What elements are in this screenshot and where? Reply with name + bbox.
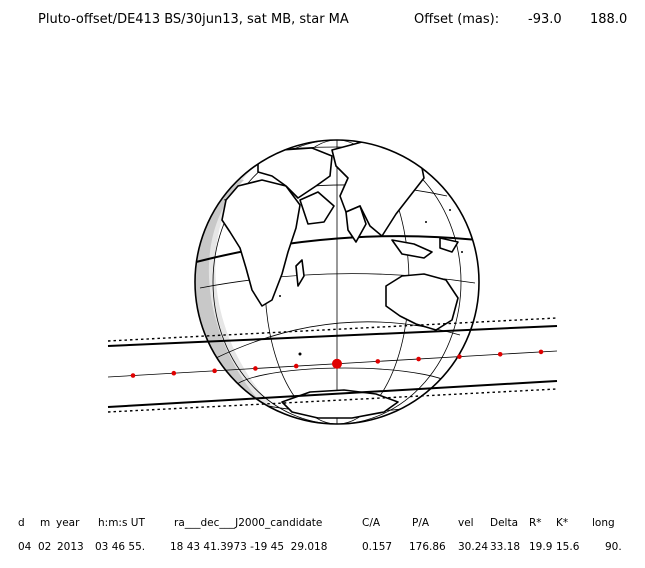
offset-ra-value: -93.0 xyxy=(528,12,562,27)
track-marker xyxy=(130,373,136,378)
track-marker xyxy=(538,349,544,355)
header-year: year xyxy=(56,517,80,529)
value-day: 04 xyxy=(18,541,32,553)
value-year: 2013 xyxy=(57,541,84,553)
arabia-outline xyxy=(299,191,335,225)
header-kstar: K* xyxy=(556,517,569,529)
island-dots xyxy=(279,209,463,356)
globe-limb xyxy=(194,139,480,425)
south-error-limit xyxy=(107,388,558,413)
continents xyxy=(221,141,459,419)
plot-title: Pluto-offset/DE413 BS/30jun13, sat MB, s… xyxy=(38,12,349,27)
track-marker xyxy=(171,370,177,376)
value-vel: 30.24 xyxy=(458,541,489,553)
value-month: 02 xyxy=(38,541,52,553)
track-marker xyxy=(497,351,503,357)
track-marker xyxy=(457,354,462,359)
offset-dec-value: 188.0 xyxy=(590,12,628,27)
track-marker xyxy=(375,359,381,364)
south-shadow-limit xyxy=(107,380,558,408)
track-marker xyxy=(212,368,217,374)
track-marker xyxy=(416,356,421,362)
value-ca: 0.157 xyxy=(362,541,393,553)
header-day: d xyxy=(18,517,25,529)
header-ca: C/A xyxy=(362,517,381,529)
india-outline xyxy=(345,205,367,243)
offset-label: Offset (mas): xyxy=(414,12,500,27)
header-rstar: R* xyxy=(529,517,542,529)
plot-header: Pluto-offset/DE413 BS/30jun13, sat MB, s… xyxy=(0,12,645,32)
closest-approach-marker xyxy=(332,358,342,369)
track-marker xyxy=(293,363,299,369)
value-rstar: 19.9 xyxy=(529,541,553,553)
value-delta: 33.18 xyxy=(490,541,521,553)
madagascar-outline xyxy=(295,259,305,287)
shadow-path xyxy=(107,317,558,413)
header-vel: vel xyxy=(458,517,474,529)
header-long: long xyxy=(592,517,615,529)
header-time: h:m:s UT xyxy=(98,517,145,529)
value-long: 90. xyxy=(605,541,622,553)
africa-outline xyxy=(221,179,301,307)
antarctica-outline xyxy=(281,389,399,419)
track-markers xyxy=(130,349,544,378)
table-header-row: d m year h:m:s UT ra___dec___J2000_candi… xyxy=(0,517,645,533)
value-pa: 176.86 xyxy=(409,541,446,553)
indonesia-outline xyxy=(391,239,433,259)
north-shadow-limit xyxy=(107,325,558,347)
value-kstar: 15.6 xyxy=(556,541,580,553)
value-time: 03 46 55. xyxy=(95,541,146,553)
header-delta: Delta xyxy=(490,517,519,529)
header-pa: P/A xyxy=(412,517,430,529)
header-month: m xyxy=(40,517,51,529)
header-radec: ra___dec___J2000_candidate xyxy=(174,517,323,529)
track-marker xyxy=(253,366,258,371)
north-error-limit xyxy=(107,317,558,342)
tropic-lines xyxy=(195,235,479,263)
value-radec: 18 43 41.3973 -19 45 29.018 xyxy=(170,541,328,553)
australia-outline xyxy=(385,273,459,331)
europe-outline xyxy=(257,147,333,199)
table-value-row: 04 02 2013 03 46 55. 18 43 41.3973 -19 4… xyxy=(0,541,645,557)
